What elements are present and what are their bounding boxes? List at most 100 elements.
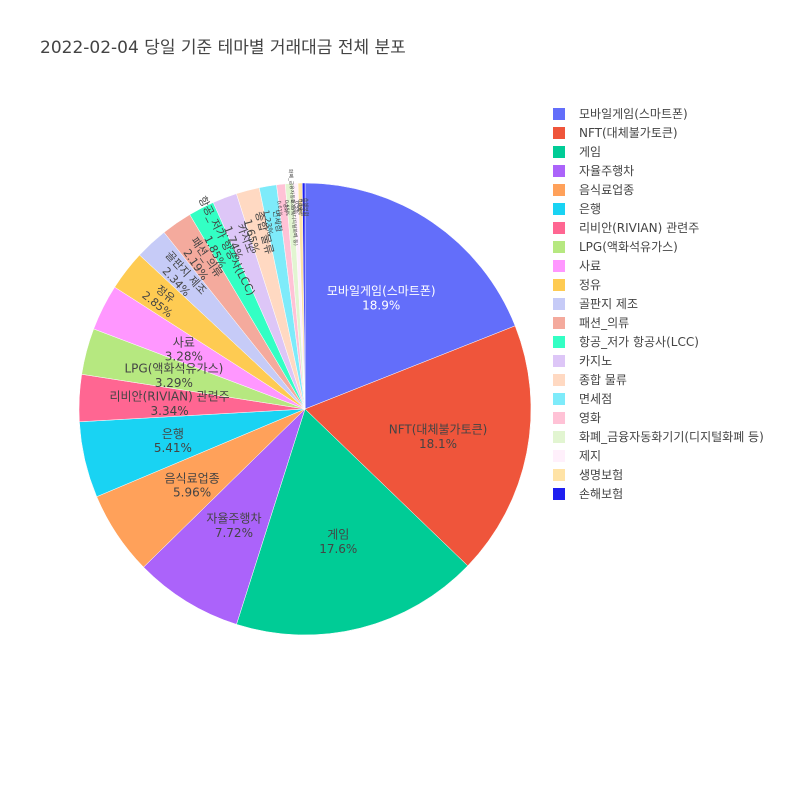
pie-slice-손해보험[interactable] — [302, 182, 306, 410]
legend-label: 음식료업종 — [579, 183, 635, 197]
legend-item-종합-물류[interactable]: 종합 물류 — [553, 370, 764, 389]
slice-name-label: 모바일게임(스마트폰) — [327, 284, 436, 298]
slice-percent-label: 18.1% — [419, 437, 457, 451]
legend-swatch — [553, 373, 565, 386]
legend-label: 손해보험 — [579, 487, 624, 501]
legend-label: 카지노 — [579, 354, 613, 368]
legend-label: 사료 — [579, 259, 602, 273]
legend-label: 종합 물류 — [579, 373, 627, 387]
slice-percent-label: 7.72% — [215, 526, 253, 540]
chart-title: 2022-02-04 당일 기준 테마별 거래대금 전체 분포 — [40, 38, 406, 58]
slice-percent-label: 0.61% — [275, 200, 283, 217]
legend-item-nft-대체불가토큰[interactable]: NFT(대체불가토큰) — [553, 123, 764, 142]
pie-slice-자율주행차[interactable] — [143, 408, 306, 625]
slice-percent-label: 3.34% — [150, 404, 188, 418]
legend-label: 제지 — [579, 449, 602, 463]
slice-name-label: 자율주행차 — [206, 511, 261, 526]
slice-name-label: 리비안(RIVIAN) 관련주 — [109, 390, 229, 404]
legend-swatch — [553, 487, 565, 500]
slice-name-label: NFT(대체불가토큰) — [389, 422, 488, 436]
slice-percent-label: 0.35% — [289, 199, 296, 215]
legend-label: 게임 — [579, 145, 602, 159]
slice-name-label: 제지 — [295, 202, 302, 211]
legend-item-화폐-금융자동화기기-디지털화폐-등[interactable]: 화폐_금융자동화기기(디지털화폐 등) — [553, 427, 764, 446]
legend-item-손해보험[interactable]: 손해보험 — [553, 484, 764, 503]
legend-item-자율주행차[interactable]: 자율주행차 — [553, 161, 764, 180]
legend-item-음식료업종[interactable]: 음식료업종 — [553, 180, 764, 199]
slice-name-label: 영화 — [282, 203, 290, 213]
legend-label: LPG(액화석유가스) — [579, 240, 678, 254]
slice-name-label: 음식료업종 — [164, 471, 219, 485]
slice-label-lpg-액화석유가스: LPG(액화석유가스)3.29% — [124, 362, 223, 390]
legend-item-은행[interactable]: 은행 — [553, 199, 764, 218]
pie-slice-nft-대체불가토큰[interactable] — [304, 325, 532, 567]
legend-swatch — [553, 354, 565, 367]
legend-label: NFT(대체불가토큰) — [579, 126, 678, 140]
slice-name-label: 생명보험 — [299, 198, 306, 217]
slice-percent-label: 17.6% — [319, 542, 357, 556]
slice-label-영화: 영화0.61% — [275, 200, 290, 217]
slice-label-모바일게임-스마트폰: 모바일게임(스마트폰)18.9% — [327, 284, 436, 312]
pie-slice-모바일게임-스마트폰[interactable] — [304, 182, 516, 410]
legend-swatch — [553, 126, 565, 139]
pie-slice-게임[interactable] — [236, 408, 469, 636]
legend-item-항공-저가-항공사-lcc[interactable]: 항공_저가 항공사(LCC) — [553, 332, 764, 351]
slice-percent-label: 5.96% — [173, 486, 211, 500]
slice-percent-label: 3.28% — [165, 350, 203, 364]
slice-name-label: 은행 — [162, 426, 184, 441]
slice-percent-label: 5.41% — [154, 441, 192, 455]
slice-label-사료: 사료3.28% — [165, 335, 203, 363]
legend-swatch — [553, 297, 565, 310]
legend-swatch — [553, 278, 565, 291]
slice-percent-label: 18.9% — [362, 298, 400, 312]
legend-item-카지노[interactable]: 카지노 — [553, 351, 764, 370]
legend-item-제지[interactable]: 제지 — [553, 446, 764, 465]
legend-label: 골판지 제조 — [579, 297, 639, 311]
legend-item-정유[interactable]: 정유 — [553, 275, 764, 294]
legend-label: 리비안(RIVIAN) 관련주 — [579, 221, 700, 235]
legend-swatch — [553, 316, 565, 329]
legend-item-리비안-rivian-관련주[interactable]: 리비안(RIVIAN) 관련주 — [553, 218, 764, 237]
legend-item-게임[interactable]: 게임 — [553, 142, 764, 161]
legend-item-사료[interactable]: 사료 — [553, 256, 764, 275]
legend-item-면세점[interactable]: 면세점 — [553, 389, 764, 408]
slice-name-label: 사료 — [173, 335, 195, 349]
slice-name-label: LPG(액화석유가스) — [124, 362, 223, 376]
legend-label: 항공_저가 항공사(LCC) — [579, 335, 699, 349]
legend-label: 면세점 — [579, 392, 613, 406]
legend-item-영화[interactable]: 영화 — [553, 408, 764, 427]
legend-swatch — [553, 240, 565, 253]
slice-label-제지: 제지0.35% — [289, 199, 303, 215]
legend-swatch — [553, 107, 565, 120]
legend-label: 생명보험 — [579, 468, 624, 482]
legend-item-생명보험[interactable]: 생명보험 — [553, 465, 764, 484]
legend-label: 모바일게임(스마트폰) — [579, 107, 688, 121]
legend-label: 정유 — [579, 278, 602, 292]
legend-item-lpg-액화석유가스[interactable]: LPG(액화석유가스) — [553, 237, 764, 256]
legend-label: 화폐_금융자동화기기(디지털화폐 등) — [579, 430, 764, 444]
legend-swatch — [553, 430, 565, 443]
legend-item-골판지-제조[interactable]: 골판지 제조 — [553, 294, 764, 313]
slice-percent-label: 0.19% — [296, 199, 302, 215]
slice-percent-label: 0.3% — [293, 201, 299, 214]
legend-swatch — [553, 145, 565, 158]
slice-name-label: 면세점 — [271, 209, 284, 232]
legend-item-모바일게임-스마트폰[interactable]: 모바일게임(스마트폰) — [553, 104, 764, 123]
slice-label-은행: 은행5.41% — [154, 426, 192, 455]
legend-label: 자율주행차 — [579, 164, 635, 178]
legend-swatch — [553, 183, 565, 196]
legend-swatch — [553, 202, 565, 215]
legend-label: 은행 — [579, 202, 602, 216]
legend-item-패션-의류[interactable]: 패션_의류 — [553, 313, 764, 332]
legend-swatch — [553, 468, 565, 481]
legend-swatch — [553, 449, 565, 462]
legend-swatch — [553, 411, 565, 424]
legend-swatch — [553, 335, 565, 348]
legend-label: 영화 — [579, 411, 602, 425]
